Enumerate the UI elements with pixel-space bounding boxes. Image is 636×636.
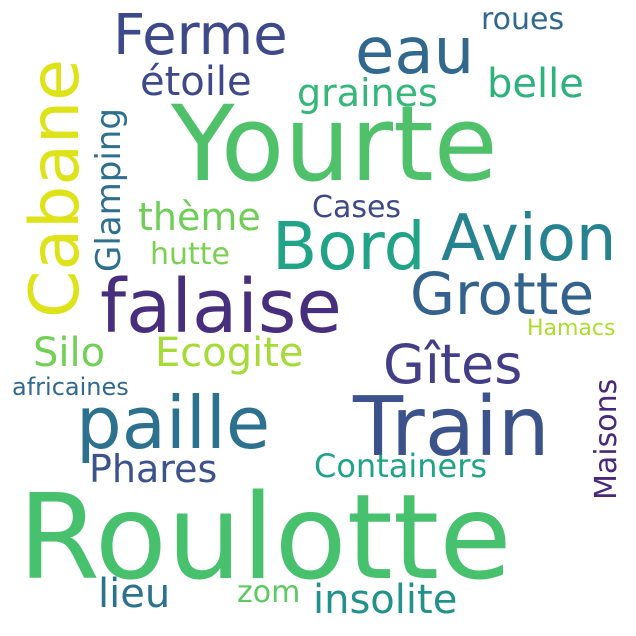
- word-ferme: Ferme: [113, 3, 288, 68]
- word-ecogite: Ecogite: [155, 330, 304, 376]
- word-insolite: insolite: [313, 577, 458, 623]
- word-lieu: lieu: [98, 571, 171, 617]
- word-roues: roues: [481, 2, 565, 37]
- word-containers: Containers: [314, 447, 488, 485]
- word-cases: Cases: [312, 190, 402, 225]
- word-glamping: Glamping: [89, 108, 129, 272]
- word-cabane: Cabane: [16, 59, 95, 318]
- word-paille: paille: [76, 381, 271, 465]
- word-falaise: falaise: [100, 264, 342, 350]
- word-hamacs: Hamacs: [527, 316, 616, 341]
- word-hutte: hutte: [150, 237, 231, 272]
- word-train: Train: [353, 380, 550, 475]
- word-belle: belle: [487, 61, 584, 107]
- word-roulotte: Roulotte: [18, 468, 512, 606]
- word-phares: Phares: [89, 447, 218, 491]
- word-gites: Gîtes: [383, 333, 523, 396]
- word-avion: Avion: [441, 202, 617, 276]
- word-maisons: Maisons: [589, 378, 624, 500]
- word-africaines: africaines: [12, 373, 129, 401]
- word-zom: zom: [237, 575, 301, 610]
- word-grotte: Grotte: [410, 260, 595, 328]
- word-theme: thème: [138, 195, 261, 239]
- word-bord: Bord: [272, 208, 426, 285]
- word-graines: graines: [297, 71, 438, 115]
- word-yourte: Yourte: [171, 83, 498, 205]
- word-eau: eau: [355, 15, 475, 89]
- word-silo: Silo: [33, 330, 106, 376]
- word-etoile: étoile: [140, 59, 252, 105]
